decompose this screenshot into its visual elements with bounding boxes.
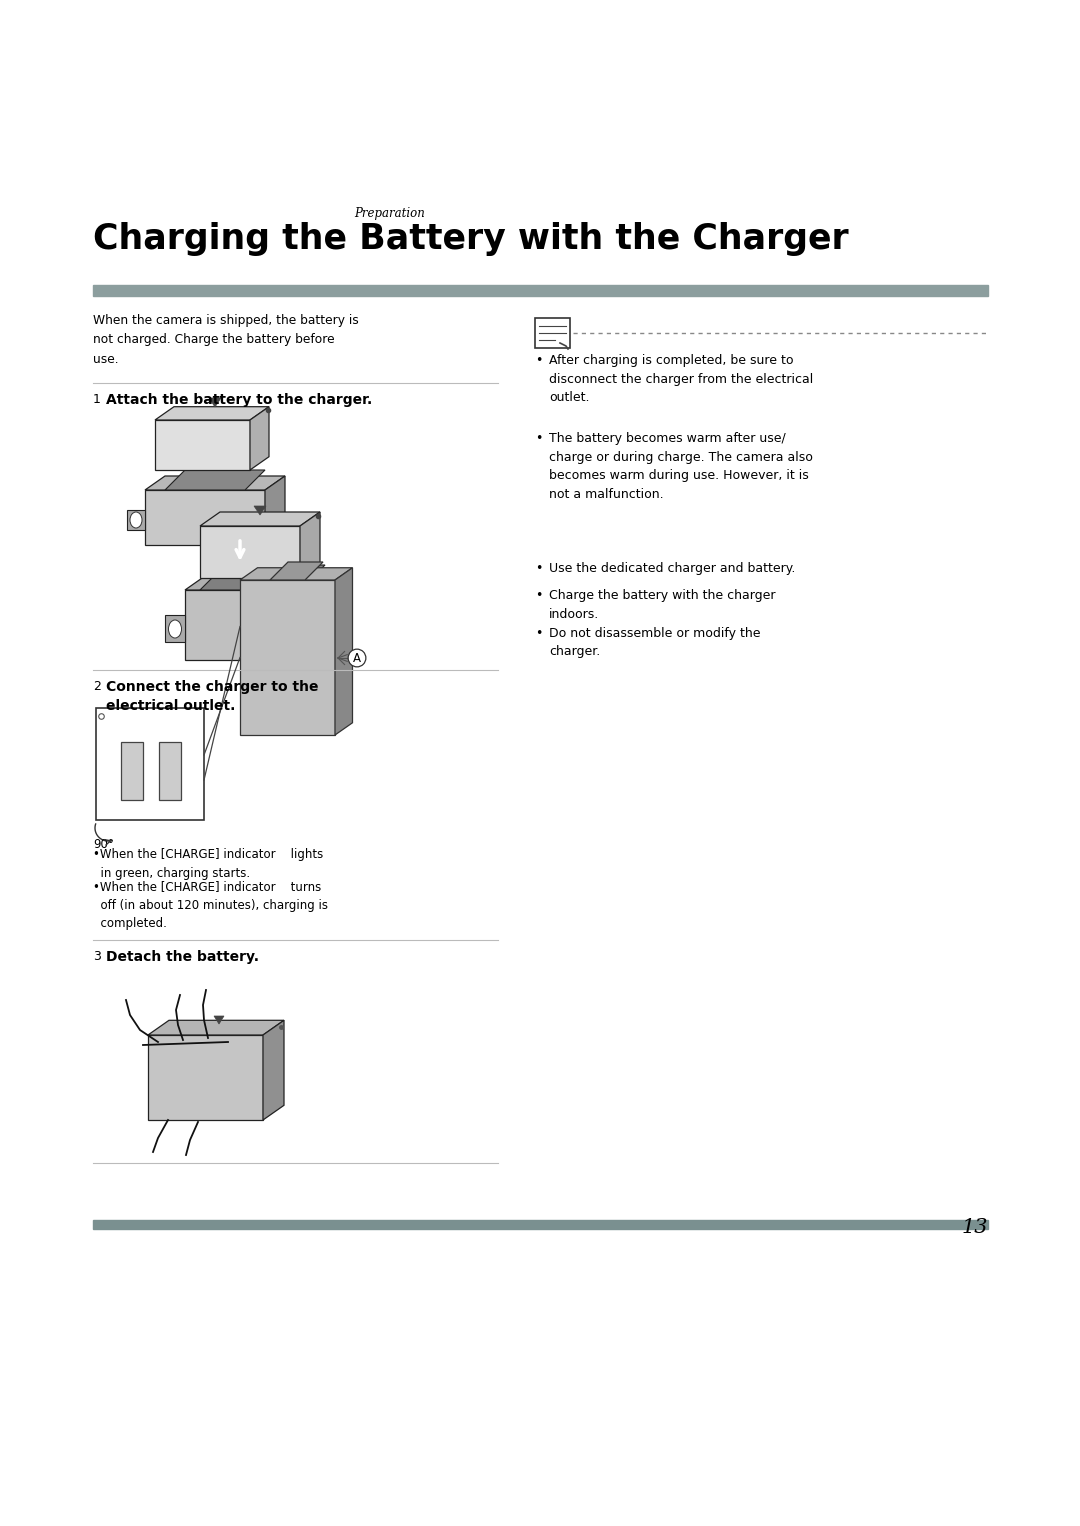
Polygon shape (335, 568, 352, 736)
Bar (159, 742, 181, 800)
Text: 1: 1 (93, 394, 100, 406)
Text: 2: 2 (93, 681, 100, 693)
Polygon shape (185, 591, 315, 661)
Polygon shape (200, 513, 320, 526)
Polygon shape (148, 1035, 264, 1120)
Polygon shape (145, 476, 285, 490)
Polygon shape (210, 398, 221, 407)
Text: Charge the battery with the charger
indoors.: Charge the battery with the charger indo… (549, 589, 775, 621)
Bar (93, 285, 988, 296)
Text: •When the [CHARGE] indicator    turns
  off (in about 120 minutes), charging is
: •When the [CHARGE] indicator turns off (… (93, 881, 328, 929)
Text: •When the [CHARGE] indicator    lights
  in green, charging starts.: •When the [CHARGE] indicator lights in g… (93, 848, 323, 879)
Polygon shape (265, 476, 285, 545)
Polygon shape (156, 407, 269, 420)
Text: Attach the battery to the charger.: Attach the battery to the charger. (106, 394, 373, 407)
Text: •: • (535, 589, 542, 601)
Polygon shape (249, 407, 269, 470)
Bar (535, 317, 570, 348)
Text: A: A (353, 652, 361, 664)
Polygon shape (127, 510, 145, 530)
Text: 13: 13 (961, 1218, 988, 1238)
Text: 3: 3 (93, 951, 100, 963)
Polygon shape (240, 568, 352, 580)
Polygon shape (240, 580, 335, 736)
Text: Do not disassemble or modify the
charger.: Do not disassemble or modify the charger… (549, 627, 760, 659)
Polygon shape (200, 526, 300, 578)
Text: 90°: 90° (93, 838, 113, 852)
Polygon shape (156, 420, 249, 470)
Polygon shape (185, 572, 340, 591)
Text: Preparation: Preparation (354, 208, 426, 220)
Bar (96, 708, 204, 819)
Text: After charging is completed, be sure to
disconnect the charger from the electric: After charging is completed, be sure to … (549, 354, 813, 404)
Text: •: • (535, 354, 542, 366)
Text: •: • (535, 627, 542, 639)
Text: When the camera is shipped, the battery is
not charged. Charge the battery befor: When the camera is shipped, the battery … (93, 314, 359, 366)
Polygon shape (165, 615, 185, 642)
Polygon shape (300, 513, 320, 578)
Polygon shape (254, 507, 266, 514)
Polygon shape (165, 470, 265, 490)
Polygon shape (145, 490, 265, 545)
Polygon shape (148, 1021, 284, 1035)
Polygon shape (270, 562, 323, 580)
Text: The battery becomes warm after use/
charge or during charge. The camera also
bec: The battery becomes warm after use/ char… (549, 432, 813, 501)
Polygon shape (315, 572, 340, 661)
Text: Detach the battery.: Detach the battery. (106, 951, 259, 964)
Text: Charging the Battery with the Charger: Charging the Battery with the Charger (93, 221, 849, 256)
Text: •: • (535, 562, 542, 575)
Text: Use the dedicated charger and battery.: Use the dedicated charger and battery. (549, 562, 795, 575)
Bar (121, 742, 143, 800)
Ellipse shape (168, 620, 181, 638)
Polygon shape (214, 1016, 224, 1024)
Polygon shape (264, 1021, 284, 1120)
Text: Connect the charger to the
electrical outlet.: Connect the charger to the electrical ou… (106, 681, 319, 714)
Bar (93, 1219, 988, 1228)
Text: •: • (535, 432, 542, 446)
Ellipse shape (130, 513, 141, 528)
Polygon shape (200, 565, 325, 591)
